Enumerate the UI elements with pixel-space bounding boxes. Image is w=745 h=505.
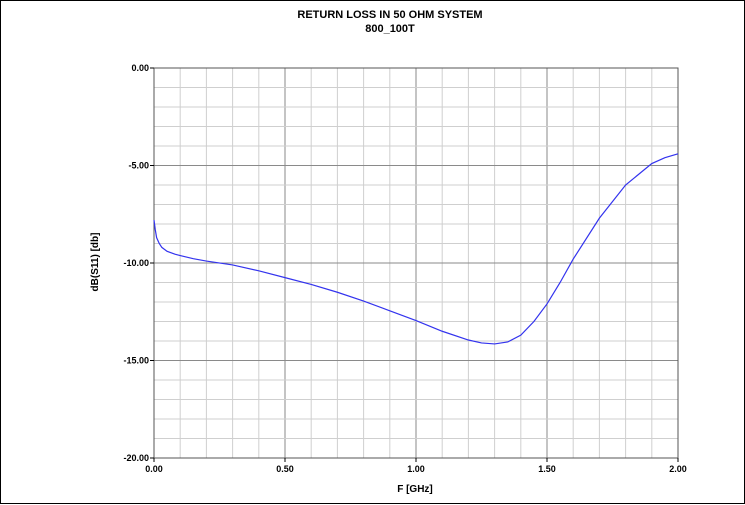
y-tick-label: -20.00 <box>123 453 149 463</box>
y-tick-label: -15.00 <box>123 356 149 366</box>
y-axis-label: dB(S11) [db] <box>90 233 101 292</box>
y-tick-label: -5.00 <box>128 161 149 171</box>
x-tick-label: 0.50 <box>276 464 294 474</box>
axis-ticks: 0.00 0.50 1.00 1.50 2.00 0.00 -5.00 -10.00 -15.0… <box>123 63 686 474</box>
y-tick-label: -10.00 <box>123 258 149 268</box>
x-tick-label: 0.00 <box>145 464 163 474</box>
series-line <box>153 153 679 345</box>
x-tick-label: 2.00 <box>669 464 687 474</box>
y-tick-label: 0.00 <box>131 63 149 73</box>
grid-lines <box>154 68 678 458</box>
x-tick-label: 1.50 <box>538 464 556 474</box>
x-axis-label: F [GHz] <box>397 484 433 495</box>
x-tick-label: 1.00 <box>407 464 425 474</box>
chart-title: RETURN LOSS IN 50 OHM SYSTEM <box>297 9 482 21</box>
chart-subtitle: 800_100T <box>365 23 415 35</box>
